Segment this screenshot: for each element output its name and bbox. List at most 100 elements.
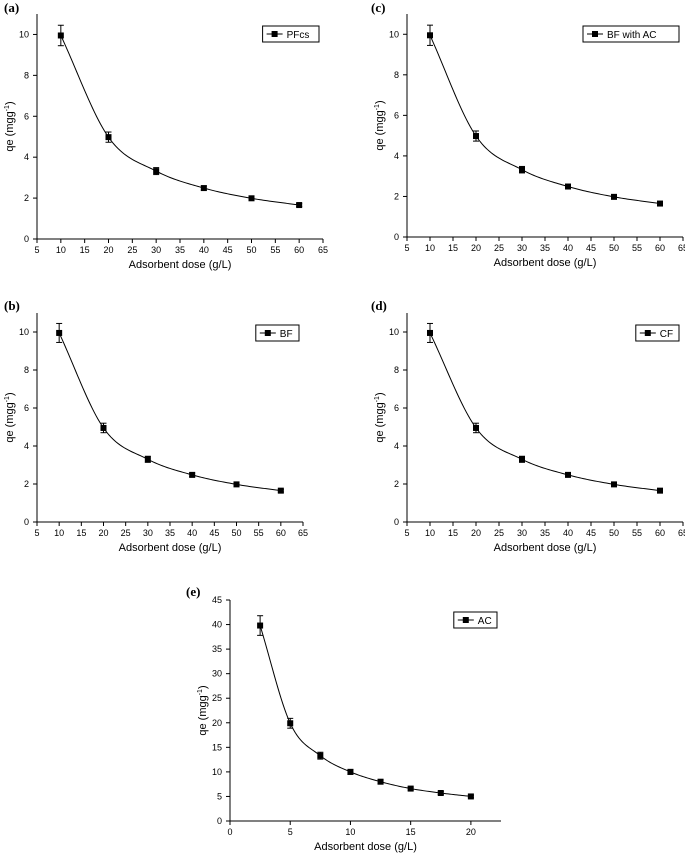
- x-tick-label: 20: [471, 528, 481, 538]
- x-tick-label: 35: [165, 528, 175, 538]
- data-point: [519, 166, 525, 173]
- legend-label: PFcs: [287, 30, 310, 41]
- data-point: [56, 329, 63, 336]
- x-tick-label: 15: [76, 528, 86, 538]
- panel-label: (e): [186, 584, 201, 599]
- x-tick-label: 45: [586, 528, 596, 538]
- x-tick-label: 40: [563, 243, 573, 253]
- panel-label: (c): [371, 0, 386, 15]
- y-tick-label: 6: [394, 110, 399, 120]
- y-axis-label: qe (mgg-1): [4, 101, 16, 151]
- x-tick-label: 20: [466, 827, 476, 837]
- y-tick-label: 10: [389, 327, 399, 337]
- data-point: [287, 720, 294, 727]
- legend-box: [635, 324, 680, 342]
- data-point: [144, 456, 151, 463]
- y-tick-label: 0: [24, 234, 29, 244]
- data-point: [317, 752, 324, 759]
- x-tick-label: 55: [632, 243, 642, 253]
- y-tick-label: 10: [212, 767, 222, 777]
- x-tick-label: 35: [540, 243, 550, 253]
- x-tick-label: 50: [246, 245, 256, 255]
- data-point: [57, 32, 64, 39]
- x-tick-label: 20: [98, 528, 108, 538]
- data-point: [296, 202, 303, 209]
- y-axis-label-sup: -1: [374, 396, 381, 402]
- x-tick-label: 30: [151, 245, 161, 255]
- y-tick-label: 10: [389, 29, 399, 39]
- y-tick-label: 6: [394, 403, 399, 413]
- y-tick-label: 2: [24, 479, 29, 489]
- data-point: [233, 481, 240, 488]
- x-tick-label: 15: [448, 528, 458, 538]
- data-point: [257, 622, 264, 629]
- x-tick-label: 5: [34, 528, 39, 538]
- y-axis-label-main: qe (mgg: [4, 402, 16, 442]
- x-axis-label: Adsorbent dose (g/L): [314, 841, 417, 853]
- chart-b: 5 10 15 20 25 30 35 40 45 50 55 60 65 0 2 4 6 8 10 Adsorben…: [4, 313, 308, 554]
- y-tick-label: 4: [24, 152, 29, 162]
- y-axis-label-end: ): [197, 685, 209, 689]
- data-point: [467, 793, 474, 800]
- y-tick-label: 4: [24, 441, 29, 451]
- y-axis-label-end: ): [4, 392, 16, 396]
- y-axis-label-end: ): [4, 101, 16, 105]
- x-tick-label: 65: [678, 243, 685, 253]
- x-tick-label: 40: [563, 528, 573, 538]
- x-tick-label: 25: [127, 245, 137, 255]
- x-axis-label: Adsorbent dose (g/L): [494, 542, 597, 554]
- y-tick-label: 8: [394, 70, 399, 80]
- y-tick-label: 8: [24, 365, 29, 375]
- data-point: [565, 471, 571, 478]
- legend-label: BF with AC: [607, 30, 656, 41]
- x-tick-label: 60: [655, 243, 665, 253]
- x-tick-label: 55: [254, 528, 264, 538]
- y-tick-label: 2: [394, 479, 399, 489]
- data-point: [189, 471, 196, 478]
- data-point: [377, 778, 384, 785]
- y-tick-label: 4: [394, 441, 399, 451]
- x-tick-label: 20: [471, 243, 481, 253]
- y-axis-label-sup: -1: [374, 104, 381, 110]
- y-tick-label: 10: [19, 327, 29, 337]
- data-point: [248, 195, 255, 202]
- legend-box: [582, 25, 680, 43]
- y-tick-label: 8: [394, 365, 399, 375]
- data-point: [347, 768, 354, 775]
- y-axis-label-sup: -1: [4, 396, 11, 402]
- y-tick-label: 0: [217, 816, 222, 826]
- legend-marker: [264, 330, 271, 336]
- y-tick-label: 2: [394, 191, 399, 201]
- y-tick-label: 4: [394, 151, 399, 161]
- x-axis-label: Adsorbent dose (g/L): [494, 257, 597, 269]
- x-tick-label: 10: [425, 243, 435, 253]
- x-tick-label: 50: [231, 528, 241, 538]
- legend-label: AC: [478, 616, 492, 627]
- y-axis-label: qe (mgg-1): [4, 392, 16, 442]
- x-tick-label: 40: [199, 245, 209, 255]
- series-line: [429, 35, 661, 205]
- x-axis-label: Adsorbent dose (g/L): [119, 542, 222, 554]
- x-tick-label: 45: [209, 528, 219, 538]
- y-tick-label: 0: [394, 232, 399, 242]
- data-point: [200, 185, 207, 192]
- data-point: [657, 487, 663, 494]
- x-tick-label: 60: [655, 528, 665, 538]
- data-point: [611, 193, 617, 200]
- y-axis-label-main: qe (mgg: [4, 111, 16, 151]
- data-point: [473, 133, 479, 140]
- y-axis-label-end: ): [374, 100, 386, 104]
- panel-label: (b): [4, 298, 20, 313]
- x-tick-label: 30: [517, 528, 527, 538]
- x-tick-label: 10: [345, 827, 355, 837]
- data-point: [657, 200, 663, 207]
- data-point: [153, 168, 160, 175]
- x-tick-label: 25: [494, 528, 504, 538]
- data-point: [105, 134, 112, 141]
- x-tick-label: 5: [34, 245, 39, 255]
- x-tick-label: 55: [632, 528, 642, 538]
- x-tick-label: 50: [609, 243, 619, 253]
- x-tick-label: 10: [425, 528, 435, 538]
- legend-marker: [592, 31, 598, 37]
